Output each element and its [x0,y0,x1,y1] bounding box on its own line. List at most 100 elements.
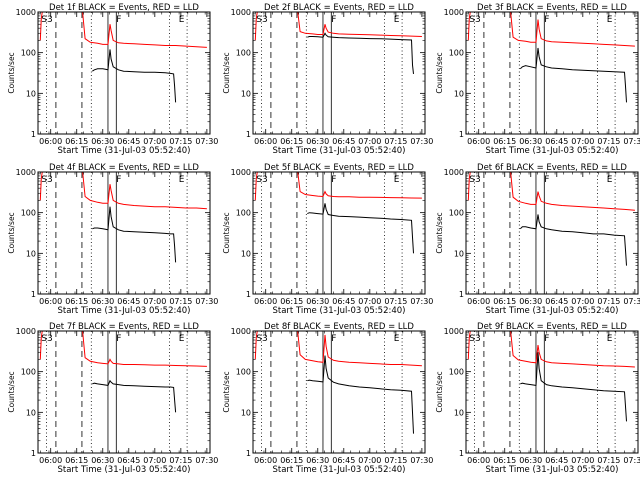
plot-area [467,12,635,134]
y-tick-label: 100 [236,368,251,377]
x-tick-label: 06:15 [493,137,516,146]
annotation-s3: S3 [41,15,52,25]
x-tick-label: 07:15 [597,456,620,465]
plot-frame [252,330,426,454]
plot-frame [37,171,211,295]
annotation-e: E [394,334,400,344]
lld-series-line [39,12,207,48]
lld-series-line [467,12,635,47]
x-tick-label: 07:30 [195,297,218,306]
x-axis-label: Start Time (31-Jul-03 05:52:40) [486,465,619,475]
x-axis-label: Start Time (31-Jul-03 05:52:40) [58,146,191,156]
events-series-line [307,203,414,254]
x-tick-label: 06:00 [254,297,277,306]
lld-series-line [467,331,635,368]
y-tick-label: 100 [236,49,251,58]
x-tick-label: 06:30 [519,137,542,146]
y-tick-label: 10 [454,89,464,98]
y-tick-label: 100 [21,209,36,218]
x-tick-label: 06:45 [545,456,568,465]
annotation-s3: S3 [41,175,52,185]
x-tick-label: 07:00 [143,137,166,146]
y-axis-label: Counts/sec [435,52,444,93]
plot-area [39,172,207,294]
x-tick-label: 06:45 [545,297,568,306]
x-axis-label: Start Time (31-Jul-03 05:52:40) [58,306,191,316]
plot-area [39,331,207,453]
annotation-s3: S3 [469,334,480,344]
y-tick-label: 1 [459,290,464,299]
plot-frame [37,330,211,454]
y-axis-label: Counts/sec [7,52,16,93]
plot-frame [465,171,639,295]
plot-area [254,12,422,134]
x-tick-label: 06:45 [545,137,568,146]
annotation-s3: S3 [256,15,267,25]
y-axis-label: Counts/sec [435,371,444,412]
y-tick-label: 1 [459,130,464,139]
x-tick-label: 07:30 [410,297,433,306]
y-tick-label: 10 [26,249,36,258]
x-tick-label: 07:30 [623,137,640,146]
x-axis-label: Start Time (31-Jul-03 05:52:40) [273,306,406,316]
x-tick-label: 07:15 [169,297,192,306]
events-series-line [92,49,177,103]
x-axis-label: Start Time (31-Jul-03 05:52:40) [273,465,406,475]
x-tick-label: 06:15 [65,297,88,306]
x-tick-label: 07:00 [571,137,594,146]
y-axis-label: Counts/sec [7,212,16,253]
plot-area [254,331,422,453]
y-tick-label: 1000 [231,327,251,336]
x-tick-label: 07:15 [384,456,407,465]
x-tick-label: 07:15 [169,456,192,465]
x-tick-label: 07:30 [623,456,640,465]
x-axis-label: Start Time (31-Jul-03 05:52:40) [486,306,619,316]
plot-area [254,172,422,294]
x-tick-label: 07:00 [143,297,166,306]
y-tick-label: 10 [454,249,464,258]
x-tick-label: 07:00 [358,456,381,465]
y-tick-label: 100 [449,368,464,377]
y-tick-label: 1000 [16,8,36,17]
x-tick-label: 07:15 [597,297,620,306]
annotation-e: E [394,15,400,25]
plot-frame [465,330,639,454]
y-tick-label: 1 [246,290,251,299]
y-axis-label: Counts/sec [435,212,444,253]
annotation-e: E [607,15,613,25]
panel-title: Det 9f BLACK = Events, RED = LLD [477,322,627,332]
x-tick-label: 06:30 [306,137,329,146]
x-tick-label: 06:30 [91,456,114,465]
annotation-f: F [331,175,336,185]
y-tick-label: 1000 [231,8,251,17]
annotation-f: F [331,334,336,344]
x-tick-label: 07:15 [384,297,407,306]
x-tick-label: 07:30 [410,137,433,146]
y-tick-label: 10 [26,89,36,98]
x-tick-label: 06:00 [467,456,490,465]
y-tick-label: 10 [454,408,464,417]
events-series-line [307,355,414,434]
x-tick-label: 06:30 [519,297,542,306]
panel-title: Det 4f BLACK = Events, RED = LLD [49,163,199,173]
annotation-s3: S3 [41,334,52,344]
x-axis-label: Start Time (31-Jul-03 05:52:40) [273,146,406,156]
x-tick-label: 07:00 [143,456,166,465]
panel-title: Det 1f BLACK = Events, RED = LLD [49,3,199,13]
x-tick-label: 06:45 [332,297,355,306]
lld-series-line [254,172,422,201]
y-tick-label: 1 [31,449,36,458]
x-tick-label: 06:15 [280,456,303,465]
annotation-s3: S3 [256,175,267,185]
y-axis-label: Counts/sec [222,371,231,412]
y-tick-label: 1000 [444,168,464,177]
annotation-f: F [116,15,121,25]
x-tick-label: 06:15 [280,297,303,306]
events-series-line [519,47,627,103]
x-tick-label: 06:45 [117,137,140,146]
x-tick-label: 07:30 [623,297,640,306]
x-tick-label: 07:00 [358,137,381,146]
